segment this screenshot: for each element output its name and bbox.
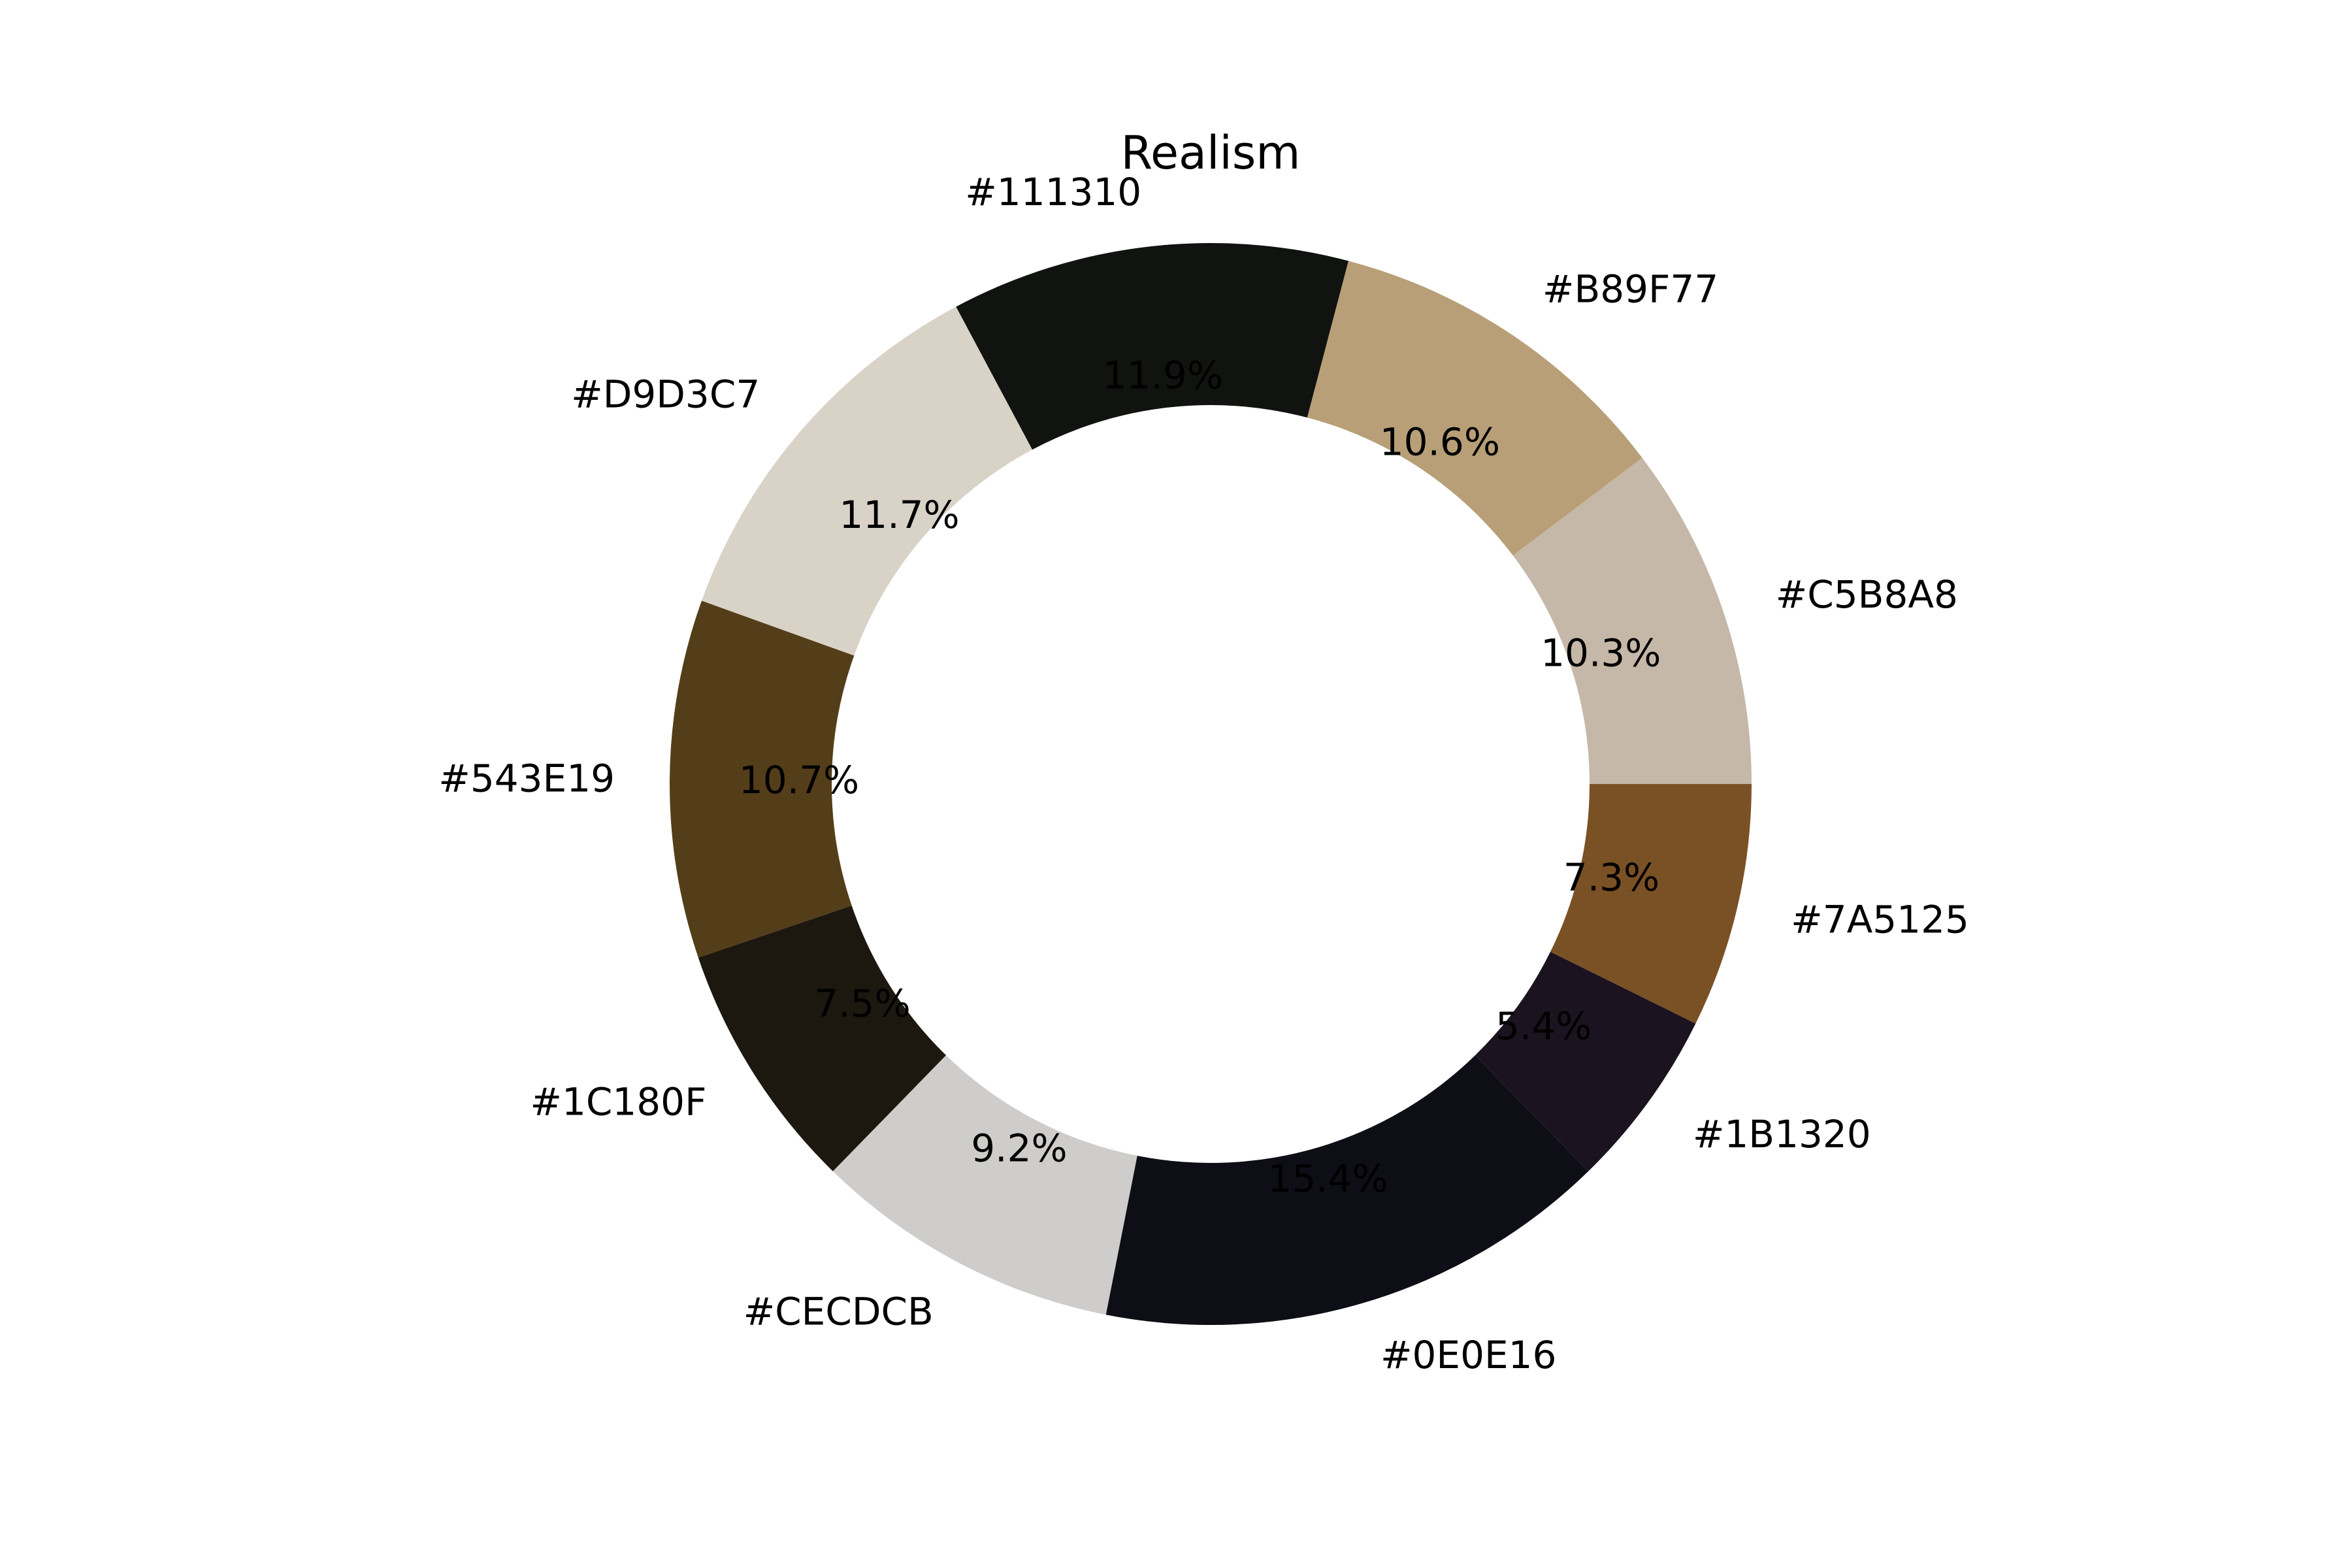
slice-1c180f xyxy=(698,906,947,1171)
slice-percentages: 10.3% 10.6% 11.9% 11.7% 10.7% 7.5% 9.2% 15.4% 5.… xyxy=(739,353,1661,1201)
slice-1b1320 xyxy=(1475,951,1696,1171)
slice-percentage: 15.4% xyxy=(1267,1156,1388,1201)
slice-d9d3c7 xyxy=(701,306,1032,656)
slice-percentage: 11.7% xyxy=(839,493,959,537)
slice-label: #0E0E16 xyxy=(1380,1333,1557,1377)
slice-label: #C5B8A8 xyxy=(1776,572,1958,617)
slice-percentage: 10.6% xyxy=(1380,420,1500,465)
slice-label: #111310 xyxy=(965,170,1141,214)
slice-percentage: 7.5% xyxy=(814,981,910,1026)
slice-percentage: 7.3% xyxy=(1563,855,1659,900)
slice-543e19 xyxy=(670,600,855,958)
slice-labels: #C5B8A8 #B89F77 #111310 #D9D3C7 #543E19 #1C18… xyxy=(438,170,1969,1377)
slice-c5b8a8 xyxy=(1512,457,1752,784)
slice-7a5125 xyxy=(1550,784,1752,1024)
slice-0e0e16 xyxy=(1105,1055,1589,1325)
slice-label: #D9D3C7 xyxy=(571,372,760,416)
slice-label: #1B1320 xyxy=(1693,1112,1871,1156)
slice-b89f77 xyxy=(1307,261,1642,556)
slice-percentage: 5.4% xyxy=(1495,1004,1592,1048)
slice-cecdcb xyxy=(832,1055,1137,1315)
slice-label: #543E19 xyxy=(438,756,615,800)
slice-percentage: 10.7% xyxy=(739,758,859,802)
slice-percentage: 11.9% xyxy=(1103,353,1223,397)
slice-label: #7A5125 xyxy=(1791,897,1969,941)
chart-title: Realism xyxy=(1120,126,1300,180)
slice-label: #1C180F xyxy=(530,1079,706,1124)
slice-percentage: 9.2% xyxy=(971,1126,1067,1171)
slice-label: #B89F77 xyxy=(1543,267,1718,311)
donut-slices xyxy=(670,243,1752,1325)
slice-percentage: 10.3% xyxy=(1541,631,1661,676)
slice-111310 xyxy=(956,243,1348,450)
slice-label: #CECDCB xyxy=(743,1289,934,1333)
